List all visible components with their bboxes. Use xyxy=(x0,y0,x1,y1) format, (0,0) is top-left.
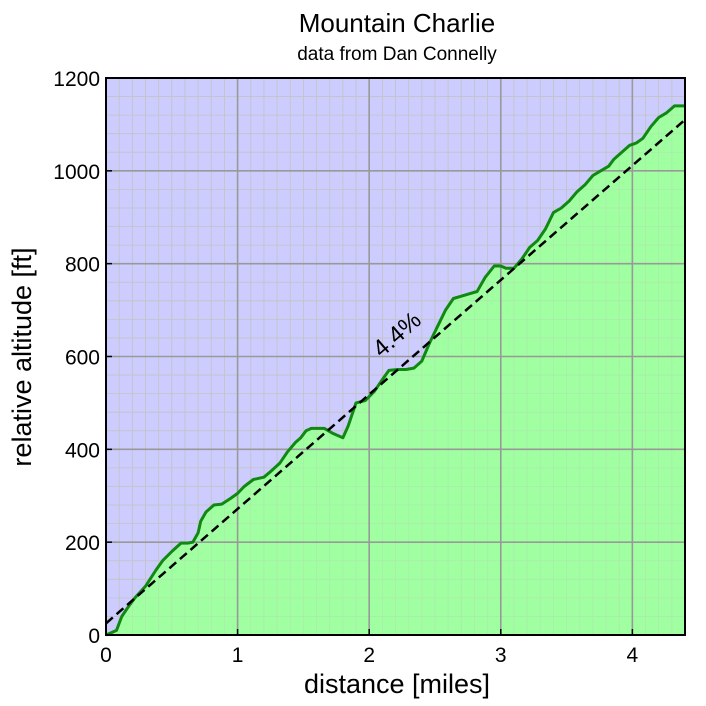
y-tick-label: 400 xyxy=(65,439,100,462)
x-tick-label: 3 xyxy=(495,644,507,667)
trend-line xyxy=(105,118,686,625)
x-axis: 0 1 2 3 4 xyxy=(100,629,639,667)
plot-area: 4.4% xyxy=(105,77,686,637)
y-tick-label: 600 xyxy=(65,347,100,370)
y-tick-label: 1200 xyxy=(53,68,100,91)
x-axis-label: distance [miles] xyxy=(304,669,490,699)
x-tick-label: 1 xyxy=(232,644,244,667)
y-axis: 0 200 400 600 800 1000 1200 xyxy=(53,68,112,648)
y-tick-label: 0 xyxy=(88,625,100,648)
y-tick-label: 200 xyxy=(65,532,100,555)
x-tick-label: 0 xyxy=(100,644,112,667)
y-tick-label: 800 xyxy=(65,254,100,277)
y-axis-label: relative altitude [ft] xyxy=(7,247,37,466)
y-tick-label: 1000 xyxy=(53,161,100,184)
x-tick-label: 4 xyxy=(627,644,639,667)
x-tick-label: 2 xyxy=(363,644,375,667)
chart-title: Mountain Charlie xyxy=(299,8,496,38)
altitude-profile-line xyxy=(105,104,685,637)
chart-subtitle: data from Dan Connelly xyxy=(297,44,497,65)
